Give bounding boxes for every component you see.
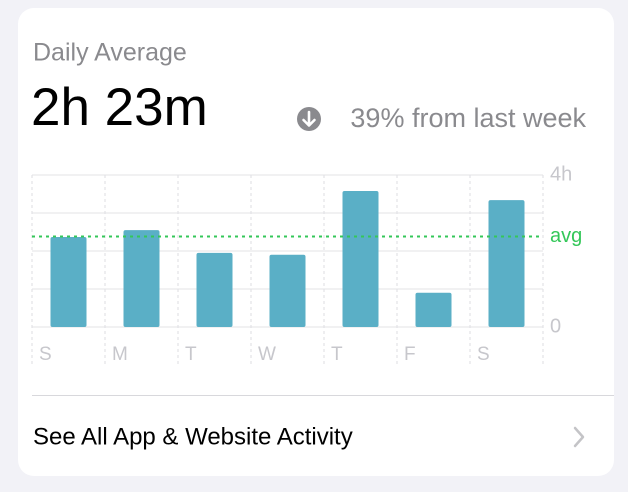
chevron[interactable] <box>573 426 585 448</box>
bar <box>196 252 233 327</box>
average-label: avg <box>550 225 582 247</box>
x-tick-label: T <box>185 344 197 365</box>
x-tick-label: S <box>39 344 52 365</box>
x-tick-label: M <box>112 344 128 365</box>
bar <box>488 200 525 327</box>
bar <box>269 254 306 327</box>
link-label[interactable]: See All App & Website Activity <box>33 423 353 450</box>
bar <box>342 190 379 327</box>
change: 39% from last week <box>350 103 586 133</box>
y-tick-label: 0 <box>550 315 561 337</box>
x-tick-label: T <box>331 344 343 365</box>
x-tick-label: F <box>404 344 416 365</box>
x-tick-label: S <box>477 344 490 365</box>
x-tick-label: W <box>258 344 276 365</box>
title: Daily Average <box>33 39 187 67</box>
bar <box>415 292 452 327</box>
down-arrow <box>302 110 316 127</box>
bar <box>50 236 87 327</box>
total: 2h 23m <box>31 78 208 137</box>
bar <box>123 230 160 327</box>
card <box>18 8 614 476</box>
y-tick-label: 4h <box>550 163 572 185</box>
